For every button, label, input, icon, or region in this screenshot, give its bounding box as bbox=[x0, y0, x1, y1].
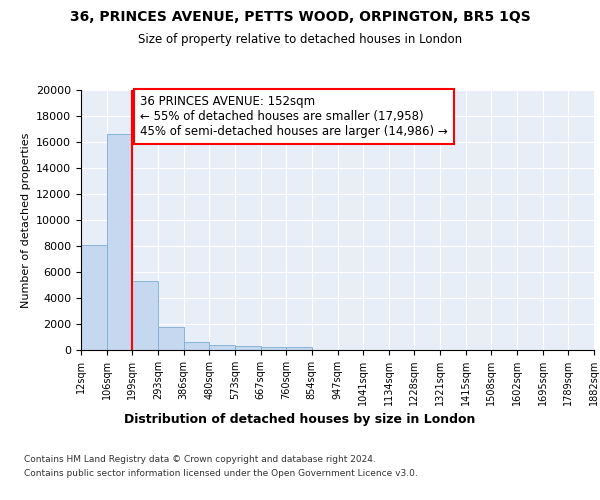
Bar bbox=[286, 348, 312, 350]
Text: 36 PRINCES AVENUE: 152sqm
← 55% of detached houses are smaller (17,958)
45% of s: 36 PRINCES AVENUE: 152sqm ← 55% of detac… bbox=[140, 95, 448, 138]
Y-axis label: Number of detached properties: Number of detached properties bbox=[20, 132, 31, 308]
Bar bbox=[107, 134, 133, 350]
Text: Contains HM Land Registry data © Crown copyright and database right 2024.: Contains HM Land Registry data © Crown c… bbox=[24, 455, 376, 464]
Bar bbox=[235, 346, 260, 350]
Text: Contains public sector information licensed under the Open Government Licence v3: Contains public sector information licen… bbox=[24, 469, 418, 478]
Text: Size of property relative to detached houses in London: Size of property relative to detached ho… bbox=[138, 32, 462, 46]
Bar bbox=[260, 347, 286, 350]
Bar bbox=[184, 342, 209, 350]
Bar bbox=[133, 281, 158, 350]
Text: Distribution of detached houses by size in London: Distribution of detached houses by size … bbox=[124, 412, 476, 426]
Bar bbox=[81, 244, 107, 350]
Text: 36, PRINCES AVENUE, PETTS WOOD, ORPINGTON, BR5 1QS: 36, PRINCES AVENUE, PETTS WOOD, ORPINGTO… bbox=[70, 10, 530, 24]
Bar bbox=[209, 346, 235, 350]
Bar bbox=[158, 327, 184, 350]
